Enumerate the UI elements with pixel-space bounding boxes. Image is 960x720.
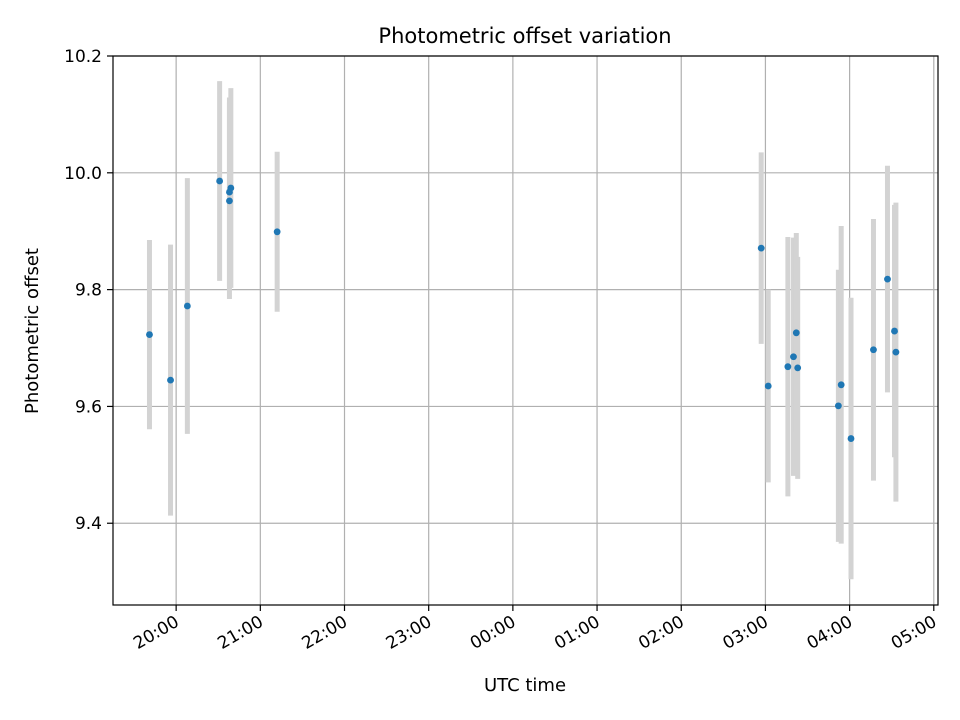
y-tick-label: 10.2	[64, 47, 102, 67]
data-point	[893, 349, 900, 356]
data-point	[835, 402, 842, 409]
data-point	[870, 346, 877, 353]
data-point	[184, 303, 191, 310]
data-point	[167, 377, 174, 384]
data-point	[226, 197, 233, 204]
data-point	[765, 383, 772, 390]
y-tick-label: 9.8	[75, 281, 102, 301]
data-point	[758, 245, 765, 252]
data-point	[784, 363, 791, 370]
data-point	[227, 185, 234, 192]
y-axis-label: Photometric offset	[22, 248, 43, 414]
data-point	[794, 364, 801, 371]
data-point	[146, 331, 153, 338]
chart-title: Photometric offset variation	[378, 24, 671, 48]
data-point	[848, 435, 855, 442]
data-point	[274, 228, 281, 235]
y-tick-label: 10.0	[64, 164, 102, 184]
y-tick-label: 9.4	[75, 514, 102, 534]
data-point	[838, 381, 845, 388]
data-point	[216, 178, 223, 185]
data-point	[891, 328, 898, 335]
y-tick-label: 9.6	[75, 397, 102, 417]
data-point	[790, 353, 797, 360]
data-point	[793, 329, 800, 336]
x-axis-label: UTC time	[484, 675, 566, 696]
data-point	[884, 276, 891, 283]
